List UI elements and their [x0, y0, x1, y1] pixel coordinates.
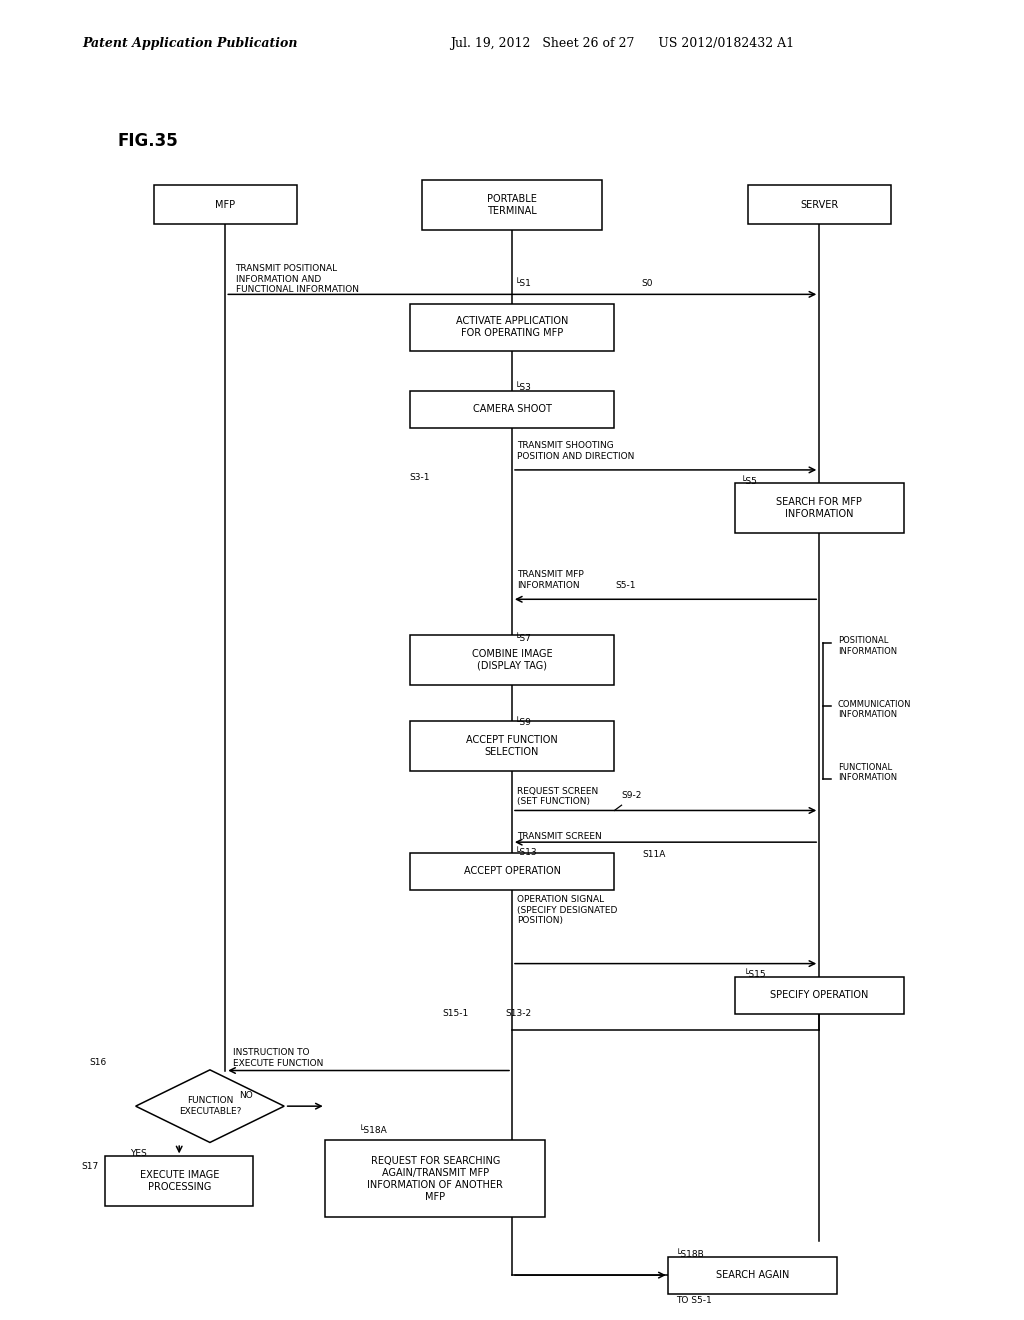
Text: FUNCTIONAL
INFORMATION: FUNCTIONAL INFORMATION [838, 763, 897, 783]
Text: OPERATION SIGNAL
(SPECIFY DESIGNATED
POSITION): OPERATION SIGNAL (SPECIFY DESIGNATED POS… [517, 895, 617, 925]
Text: S13-2: S13-2 [506, 1010, 532, 1018]
Text: FIG.35: FIG.35 [118, 132, 178, 150]
Text: S5-1: S5-1 [615, 581, 636, 590]
Bar [668, 1257, 838, 1294]
Text: S3-1: S3-1 [410, 474, 430, 482]
Text: S11A: S11A [642, 850, 666, 858]
Bar [154, 185, 297, 224]
Bar [735, 483, 904, 533]
Bar [410, 721, 614, 771]
Text: ACCEPT OPERATION: ACCEPT OPERATION [464, 866, 560, 876]
Text: COMMUNICATION
INFORMATION: COMMUNICATION INFORMATION [838, 700, 911, 719]
Bar [410, 635, 614, 685]
Text: └S7: └S7 [515, 634, 531, 643]
Text: REQUEST SCREEN
(SET FUNCTION): REQUEST SCREEN (SET FUNCTION) [517, 787, 598, 807]
Text: S17: S17 [81, 1163, 98, 1171]
Text: PORTABLE
TERMINAL: PORTABLE TERMINAL [487, 194, 537, 215]
Text: INSTRUCTION TO
EXECUTE FUNCTION: INSTRUCTION TO EXECUTE FUNCTION [233, 1048, 324, 1068]
Text: NO: NO [240, 1090, 253, 1100]
Bar [410, 391, 614, 428]
Text: TRANSMIT SCREEN: TRANSMIT SCREEN [517, 832, 602, 841]
Bar [104, 1156, 254, 1206]
Polygon shape [135, 1069, 284, 1142]
Text: FUNCTION
EXECUTABLE?: FUNCTION EXECUTABLE? [179, 1097, 241, 1115]
Text: Jul. 19, 2012   Sheet 26 of 27      US 2012/0182432 A1: Jul. 19, 2012 Sheet 26 of 27 US 2012/018… [451, 37, 795, 50]
Text: └S3: └S3 [515, 383, 531, 392]
Text: S0: S0 [641, 279, 652, 288]
Text: S9-2: S9-2 [622, 791, 642, 800]
Text: SEARCH AGAIN: SEARCH AGAIN [716, 1270, 790, 1280]
Text: CAMERA SHOOT: CAMERA SHOOT [472, 404, 552, 414]
Text: SPECIFY OPERATION: SPECIFY OPERATION [770, 990, 868, 1001]
Text: COMBINE IMAGE
(DISPLAY TAG): COMBINE IMAGE (DISPLAY TAG) [472, 649, 552, 671]
Text: EXECUTE IMAGE
PROCESSING: EXECUTE IMAGE PROCESSING [139, 1171, 219, 1192]
Bar [422, 180, 601, 230]
Text: TRANSMIT MFP
INFORMATION: TRANSMIT MFP INFORMATION [517, 570, 584, 590]
Bar [410, 304, 614, 351]
Text: ACCEPT FUNCTION
SELECTION: ACCEPT FUNCTION SELECTION [466, 735, 558, 756]
Text: SERVER: SERVER [800, 199, 839, 210]
Text: ACTIVATE APPLICATION
FOR OPERATING MFP: ACTIVATE APPLICATION FOR OPERATING MFP [456, 317, 568, 338]
Bar [410, 853, 614, 890]
Text: └S13: └S13 [515, 847, 538, 857]
Text: MFP: MFP [215, 199, 236, 210]
Text: └S5: └S5 [740, 478, 757, 486]
Text: REQUEST FOR SEARCHING
AGAIN/TRANSMIT MFP
INFORMATION OF ANOTHER
MFP: REQUEST FOR SEARCHING AGAIN/TRANSMIT MFP… [368, 1156, 503, 1201]
Text: └S15: └S15 [743, 970, 766, 979]
Bar [735, 977, 904, 1014]
Text: └S18B: └S18B [676, 1250, 705, 1259]
Text: TO S5-1: TO S5-1 [676, 1296, 712, 1304]
Text: S16: S16 [89, 1057, 106, 1067]
Text: YES: YES [130, 1150, 146, 1158]
Text: Patent Application Publication: Patent Application Publication [82, 37, 297, 50]
Text: POSITIONAL
INFORMATION: POSITIONAL INFORMATION [838, 636, 897, 656]
Text: └S9: └S9 [515, 718, 531, 727]
Text: SEARCH FOR MFP
INFORMATION: SEARCH FOR MFP INFORMATION [776, 498, 862, 519]
Bar [326, 1140, 545, 1217]
Text: └S1: └S1 [515, 279, 531, 288]
Bar [748, 185, 891, 224]
Text: └S18A: └S18A [358, 1126, 387, 1135]
Text: S15-1: S15-1 [442, 1010, 469, 1018]
Text: TRANSMIT SHOOTING
POSITION AND DIRECTION: TRANSMIT SHOOTING POSITION AND DIRECTION [517, 441, 635, 461]
Text: TRANSMIT POSITIONAL
INFORMATION AND
FUNCTIONAL INFORMATION: TRANSMIT POSITIONAL INFORMATION AND FUNC… [236, 264, 358, 294]
